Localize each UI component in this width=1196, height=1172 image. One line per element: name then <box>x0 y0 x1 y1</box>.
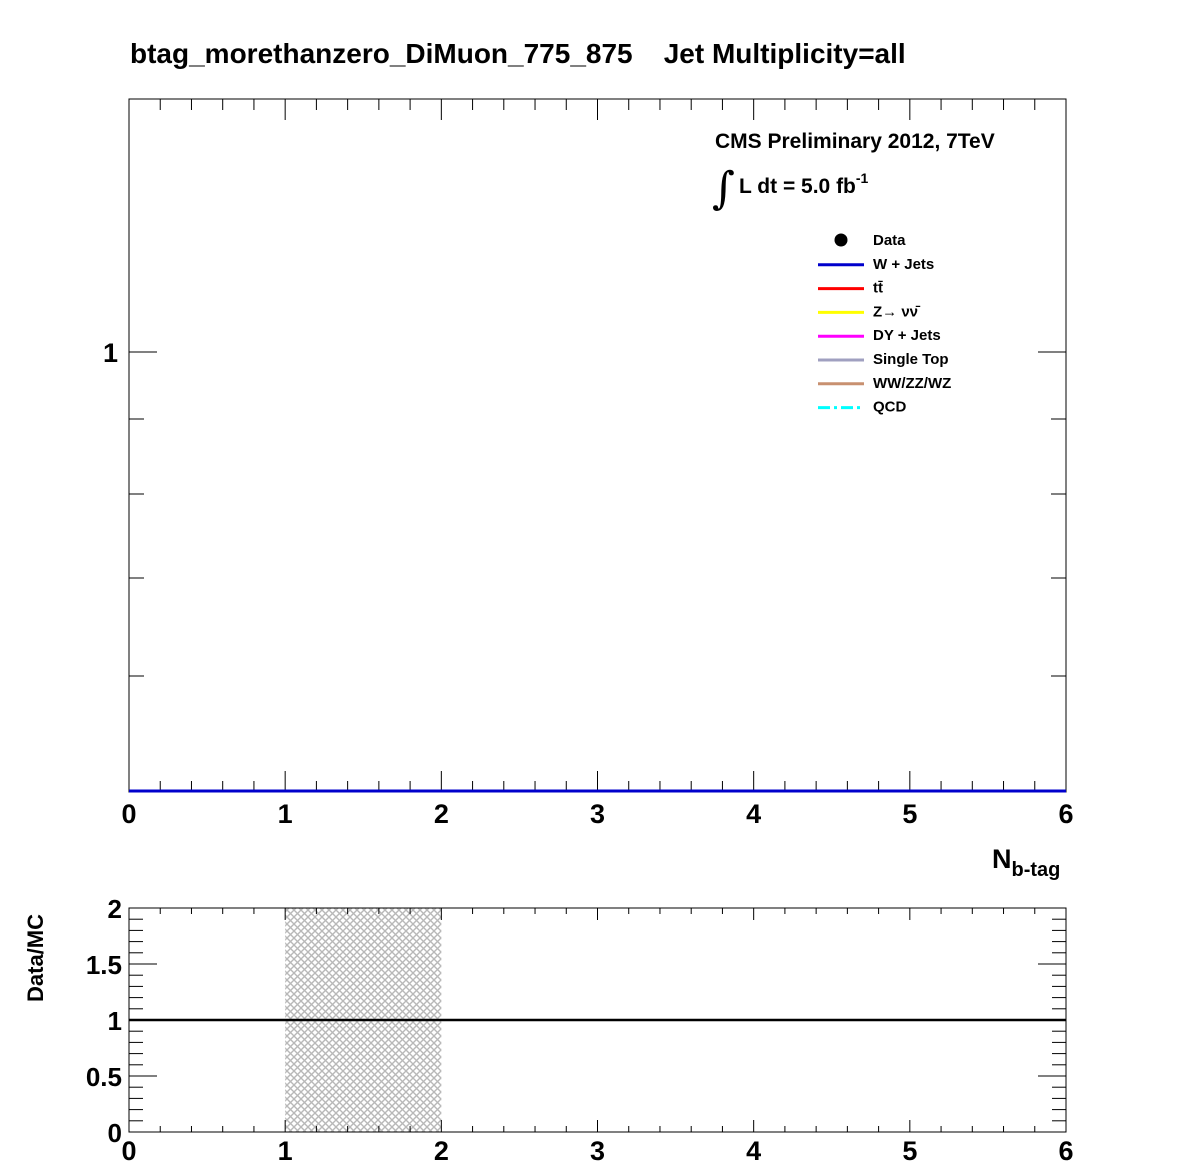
ratio-y-tick-labels: 0 0.5 1 1.5 2 <box>86 894 122 1148</box>
lumi-label: L dt = 5.0 fb-1 <box>739 170 869 198</box>
x-tick-label: 1 <box>278 1136 293 1166</box>
lumi-exponent: -1 <box>856 170 869 186</box>
legend-marker-data <box>834 233 848 247</box>
x-tick-label: 3 <box>590 799 605 829</box>
lumi-text: L dt = 5.0 fb <box>739 175 856 198</box>
ratio-y-axis-title: Data/MC <box>23 914 48 1002</box>
main-plot-frame <box>128 98 1067 793</box>
ratio-axis-ticks <box>128 907 1067 1133</box>
x-tick-label: 1 <box>278 799 293 829</box>
legend-label: WW/ZZ/WZ <box>873 375 951 392</box>
x-tick-label: 2 <box>434 799 449 829</box>
x-tick-label: 6 <box>1058 1136 1073 1166</box>
x-tick-label: 6 <box>1058 799 1073 829</box>
x-tick-label: 4 <box>746 799 761 829</box>
ratio-x-tick-labels: 0 1 2 3 4 5 6 <box>121 1136 1073 1166</box>
chart-title: btag_morethanzero_DiMuon_775_875 Jet Mul… <box>130 38 906 69</box>
x-tick-label: 0 <box>121 799 136 829</box>
ratio-y-tick-label: 2 <box>108 894 122 924</box>
main-axis-ticks <box>128 99 1067 792</box>
main-y-tick-labels: 1 <box>103 338 118 368</box>
x-axis-title: Nb-tag <box>992 844 1060 881</box>
legend: Data W + Jets tt̄ Z→ νν̄ DY + Jets Single Top… <box>818 232 951 416</box>
x-tick-label: 3 <box>590 1136 605 1166</box>
x-tick-label: 5 <box>902 1136 917 1166</box>
x-axis-title-sub: b-tag <box>1012 859 1061 881</box>
lumi-integral-sign: ∫ <box>712 163 735 214</box>
x-tick-label: 2 <box>434 1136 449 1166</box>
legend-label: Single Top <box>873 351 949 368</box>
legend-label: tt̄ <box>873 279 883 296</box>
legend-label: DY + Jets <box>873 327 941 344</box>
x-tick-label: 0 <box>121 1136 136 1166</box>
y-tick-label: 1 <box>103 338 118 368</box>
ratio-y-tick-label: 1 <box>108 1006 122 1036</box>
ratio-y-tick-label: 1.5 <box>86 950 122 980</box>
legend-label: Z→ νν̄ <box>873 303 921 320</box>
legend-label: Data <box>873 232 906 249</box>
legend-label: W + Jets <box>873 256 934 273</box>
cms-label: CMS Preliminary 2012, 7TeV <box>715 130 995 153</box>
ratio-y-tick-label: 0.5 <box>86 1062 122 1092</box>
main-x-tick-labels: 0 1 2 3 4 5 6 <box>121 799 1073 829</box>
x-tick-label: 4 <box>746 1136 761 1166</box>
x-tick-label: 5 <box>902 799 917 829</box>
x-axis-title-main: N <box>992 844 1012 874</box>
legend-label: QCD <box>873 399 907 416</box>
ratio-y-tick-label: 0 <box>108 1118 122 1148</box>
